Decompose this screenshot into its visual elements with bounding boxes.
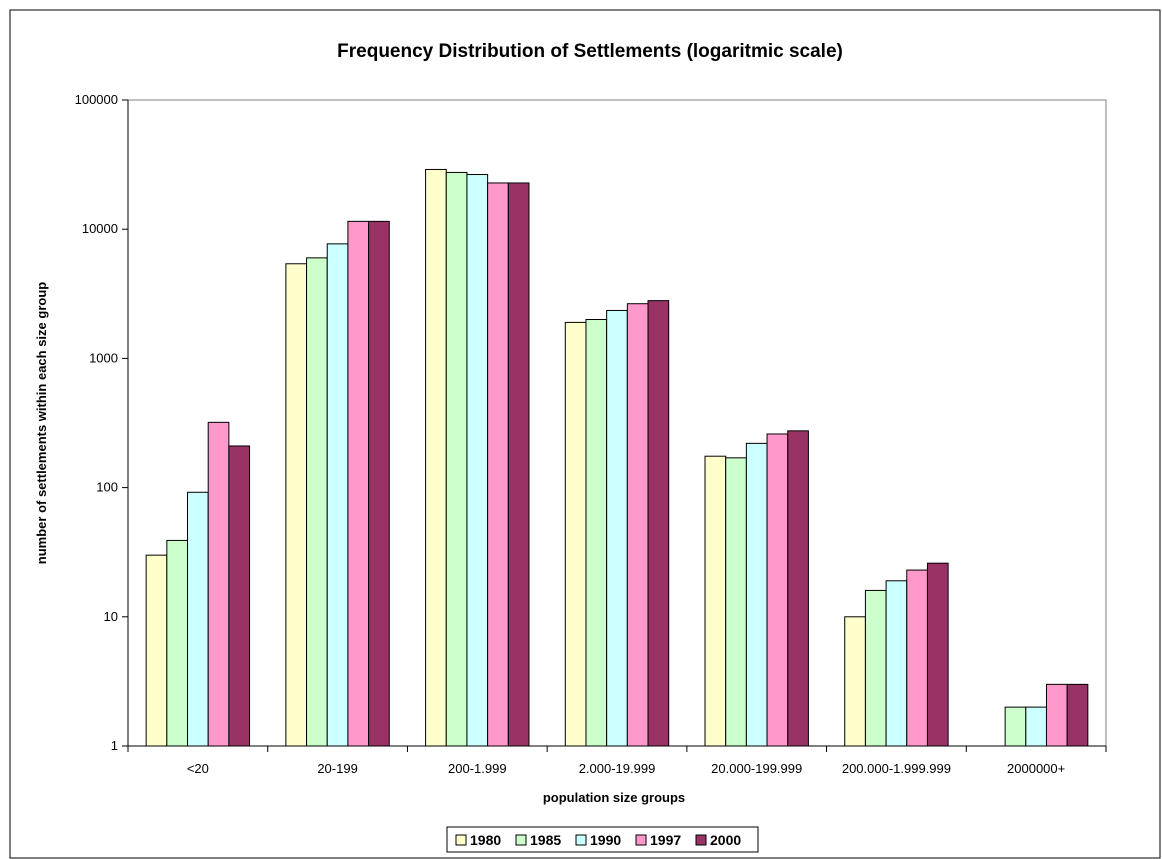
bar-1985-2 [445, 171, 468, 747]
bar-2000-4 [787, 430, 809, 747]
bar-1980-1 [285, 263, 308, 747]
bar-1985-6 [1004, 706, 1027, 747]
bar-1997-4 [766, 433, 789, 747]
legend-label-1990: 1990 [590, 832, 621, 848]
legend-swatch-1997 [635, 834, 647, 846]
bar-1990-0 [187, 491, 209, 747]
bar-2000-0 [228, 445, 251, 747]
bar-2000-2 [507, 182, 530, 747]
bar-1997-6 [1045, 683, 1068, 747]
bar-1990-2 [466, 174, 489, 747]
bar-1990-4 [745, 442, 768, 747]
bar-1980-2 [425, 168, 447, 747]
bar-1980-4 [704, 455, 727, 747]
bar-1997-5 [906, 569, 928, 747]
bar-1985-4 [725, 457, 747, 747]
bar-1985-5 [864, 589, 887, 747]
legend-label-1997: 1997 [650, 832, 681, 848]
x-tick-label: 200-1.999 [448, 761, 507, 776]
bar-1990-6 [1025, 706, 1047, 747]
bars-layer [145, 168, 1089, 747]
legend-swatch-1980 [455, 834, 467, 846]
bar-1980-0 [145, 554, 168, 747]
bar-1980-3 [564, 321, 587, 747]
x-tick-label: 2.000-19.999 [579, 761, 656, 776]
y-axis-title: number of settlements within each size g… [34, 282, 49, 564]
x-tick-label: 2000000+ [1007, 761, 1065, 776]
bar-1990-3 [606, 309, 628, 747]
bar-1997-3 [626, 303, 649, 747]
bar-2000-3 [647, 300, 670, 747]
bar-1997-0 [207, 421, 230, 747]
legend-items: 1980 1985 1990 1997 2000 [455, 832, 741, 848]
bar-2000-6 [1066, 683, 1089, 747]
bar-1980-5 [844, 616, 866, 747]
legend: 1980 1985 1990 1997 2000 [446, 826, 759, 853]
bar-1990-1 [326, 243, 349, 747]
x-tick-label: 20.000-199.999 [711, 761, 802, 776]
x-ticks-layer: <20 20-199 200-1.999 2.000-19.999 20.000-199… [127, 746, 1107, 776]
bar-1985-0 [166, 539, 189, 747]
bar-1985-1 [306, 257, 328, 747]
x-tick-label: <20 [187, 761, 209, 776]
bar-1985-3 [585, 319, 608, 747]
y-tick-label: 10 [104, 609, 118, 624]
legend-swatch-2000 [695, 834, 707, 846]
legend-label-1980: 1980 [470, 832, 501, 848]
x-tick-label: 20-199 [317, 761, 357, 776]
y-ticks-layer: 1 10 100 1000 10000 100000 [75, 92, 128, 753]
x-tick-label: 200.000-1.999.999 [842, 761, 951, 776]
legend-label-2000: 2000 [710, 832, 741, 848]
chart-title: Frequency Distribution of Settlements (l… [337, 41, 843, 62]
legend-swatch-1985 [515, 834, 527, 846]
bar-1997-2 [487, 182, 509, 747]
y-tick-label: 100000 [75, 92, 118, 107]
legend-label-1985: 1985 [530, 832, 561, 848]
y-tick-label: 100 [96, 480, 118, 495]
bar-1997-1 [347, 220, 370, 747]
y-tick-label: 1 [111, 738, 118, 753]
y-tick-label: 1000 [89, 350, 118, 365]
legend-swatch-1990 [575, 834, 587, 846]
bar-2000-5 [926, 562, 949, 747]
bar-2000-1 [368, 220, 390, 747]
y-tick-label: 10000 [82, 221, 118, 236]
x-axis-title: population size groups [543, 790, 685, 805]
bar-1990-5 [885, 580, 908, 747]
